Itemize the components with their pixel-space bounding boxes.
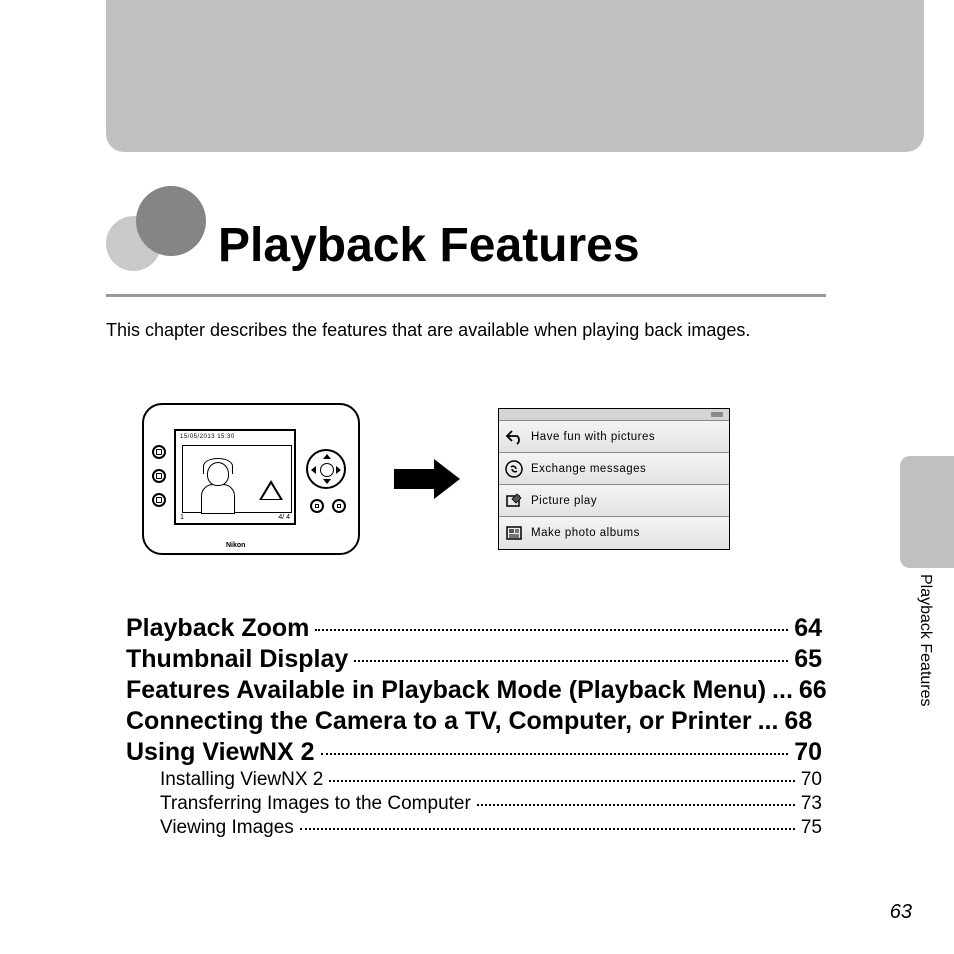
- divider: [106, 294, 826, 297]
- toc-entry: Playback Zoom 64: [126, 614, 822, 643]
- toc-page: 64: [794, 614, 822, 643]
- camera-dpad-icon: [306, 449, 346, 489]
- toc-label: Thumbnail Display: [126, 645, 348, 674]
- toc-page: 70: [801, 769, 822, 791]
- menu-item-label: Picture play: [531, 495, 597, 507]
- toc-page: 70: [794, 738, 822, 767]
- camera-screen-footer-right: 4/ 4: [278, 514, 290, 521]
- toc-subentry: Viewing Images 75: [126, 817, 822, 839]
- menu-item-label: Have fun with pictures: [531, 431, 655, 443]
- camera-screen-date: 15/05/2013 15:30: [180, 434, 235, 440]
- table-of-contents: Playback Zoom 64 Thumbnail Display 65 Fe…: [126, 614, 822, 841]
- camera-brand-label: Nikon: [226, 542, 245, 549]
- toc-label: Viewing Images: [160, 817, 294, 839]
- toc-entry: Thumbnail Display 65: [126, 645, 822, 674]
- toc-subentry: Installing ViewNX 2 70: [126, 769, 822, 791]
- menu-item: Exchange messages: [499, 453, 729, 485]
- toc-label: Features Available in Playback Mode (Pla…: [126, 676, 766, 705]
- page-number: 63: [890, 901, 912, 924]
- toc-page: 75: [801, 817, 822, 839]
- camera-screen-footer-left: 1: [180, 514, 184, 521]
- toc-page: 68: [784, 707, 812, 736]
- toc-label: Installing ViewNX 2: [160, 769, 323, 791]
- toc-label: Playback Zoom: [126, 614, 309, 643]
- link-icon: [505, 460, 523, 478]
- chapter-header-bar: [106, 0, 924, 152]
- chapter-title: Playback Features: [218, 218, 640, 273]
- menu-item: Have fun with pictures: [499, 421, 729, 453]
- side-chapter-label: Playback Features: [916, 574, 934, 707]
- camera-back-illustration: 15/05/2013 15:30 1 4/ 4: [142, 403, 360, 555]
- toc-entry: Using ViewNX 2 70: [126, 738, 822, 767]
- side-thumb-tab: [900, 456, 954, 568]
- menu-item-label: Exchange messages: [531, 463, 646, 475]
- menu-titlebar: [499, 409, 729, 421]
- playback-menu-illustration: Have fun with pictures Exchange messages…: [498, 408, 730, 550]
- menu-item: Make photo albums: [499, 517, 729, 549]
- toc-label: Transferring Images to the Computer: [160, 793, 471, 815]
- toc-page: 65: [794, 645, 822, 674]
- toc-label: Connecting the Camera to a TV, Computer,…: [126, 707, 752, 736]
- arrow-right-icon: [394, 459, 464, 499]
- toc-page: 66: [799, 676, 827, 705]
- menu-item-label: Make photo albums: [531, 527, 640, 539]
- album-icon: [505, 524, 523, 542]
- chapter-ornament-icon: [106, 186, 206, 276]
- toc-page: 73: [801, 793, 822, 815]
- toc-entry: Connecting the Camera to a TV, Computer,…: [126, 707, 822, 736]
- toc-label: Using ViewNX 2: [126, 738, 315, 767]
- figure-row: 15/05/2013 15:30 1 4/ 4: [142, 392, 822, 566]
- toc-entry: Features Available in Playback Mode (Pla…: [126, 676, 822, 705]
- menu-item: Picture play: [499, 485, 729, 517]
- camera-screen: 15/05/2013 15:30 1 4/ 4: [174, 429, 296, 525]
- chapter-intro-text: This chapter describes the features that…: [106, 320, 826, 341]
- back-arrow-icon: [505, 428, 523, 446]
- toc-subentry: Transferring Images to the Computer 73: [126, 793, 822, 815]
- picture-edit-icon: [505, 492, 523, 510]
